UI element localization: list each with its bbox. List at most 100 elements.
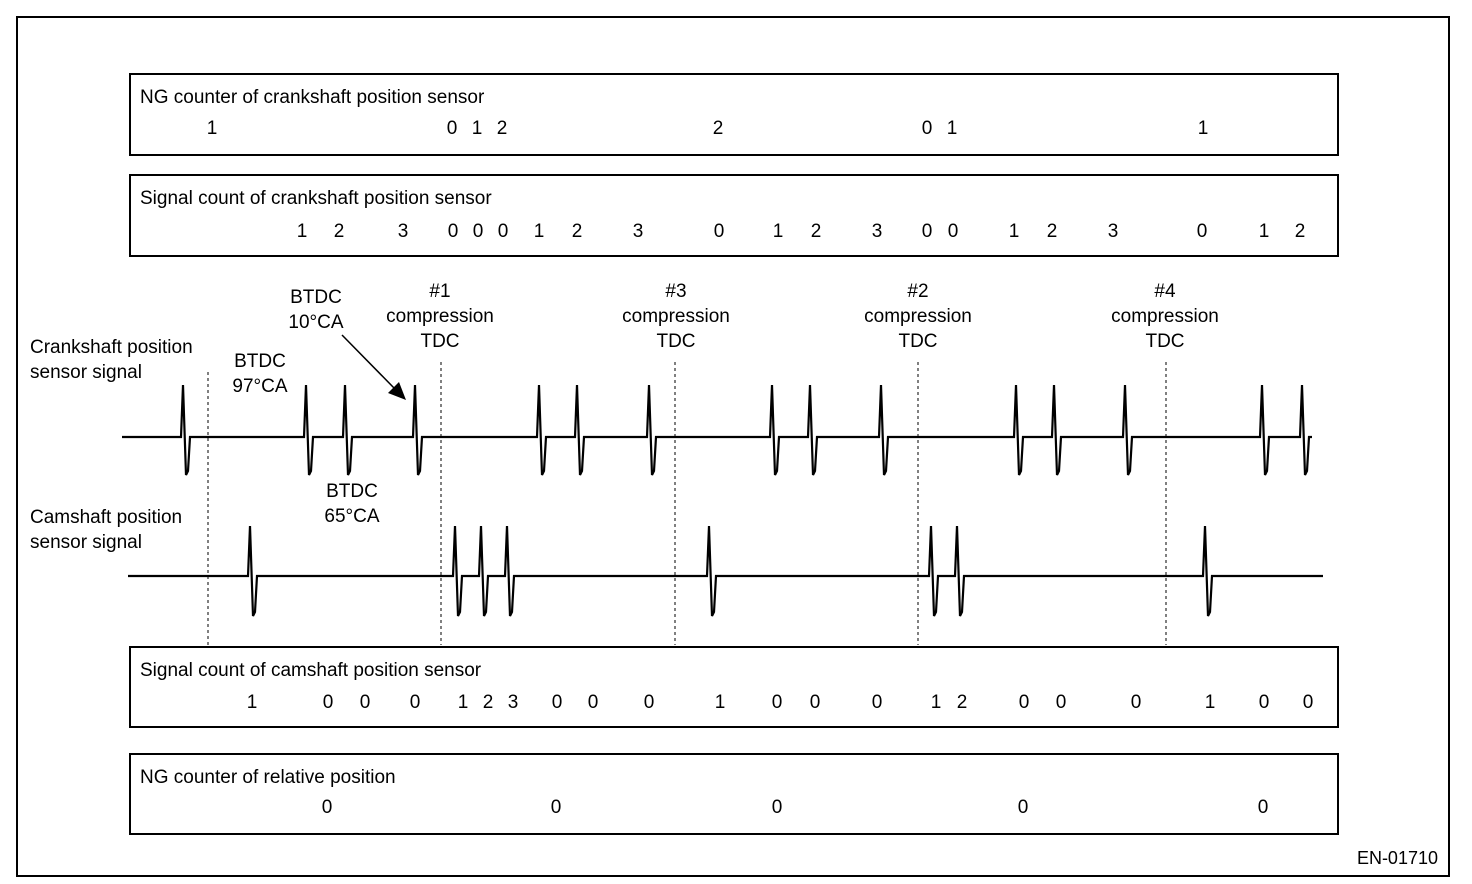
- crank-signal-label-line1: Crankshaft position: [30, 337, 193, 358]
- crank-count-value: 1: [1259, 221, 1270, 242]
- tdc-label-4-line2: compression: [1111, 306, 1219, 327]
- btdc10-label-line1: BTDC: [290, 287, 342, 308]
- tdc-label-2-line2: compression: [864, 306, 972, 327]
- btdc65-label-line2: 65°CA: [324, 506, 379, 527]
- tdc-label-4-line3: TDC: [1145, 331, 1184, 352]
- crank-count-value: 0: [1197, 221, 1208, 242]
- tdc-label-1-line3: TDC: [420, 331, 459, 352]
- reference-lines: [207, 362, 1167, 645]
- crank-count-value: 0: [922, 221, 933, 242]
- tdc-label-1-line2: compression: [386, 306, 494, 327]
- tdc-label-2: #2 compression TDC: [864, 281, 972, 352]
- btdc10-arrow: [341, 334, 406, 400]
- cam-count-value: 1: [931, 692, 942, 713]
- ng-relative-values: 0 0 0 0 0: [322, 797, 1269, 818]
- crank-count-title: Signal count of crankshaft position sens…: [140, 188, 492, 209]
- ng-crank-value: 1: [472, 118, 483, 139]
- crank-signal-waveform: [122, 384, 1312, 476]
- cam-count-panel: [129, 646, 1339, 728]
- btdc65-label-line1: BTDC: [326, 481, 378, 502]
- ng-relative-value: 0: [1018, 797, 1029, 818]
- cam-signal-label-line2: sensor signal: [30, 532, 142, 553]
- ng-crank-value: 0: [922, 118, 933, 139]
- crank-count-value: 3: [633, 221, 644, 242]
- cam-count-value: 0: [644, 692, 655, 713]
- ng-relative-value: 0: [322, 797, 333, 818]
- cam-count-value: 2: [957, 692, 968, 713]
- cam-count-value: 1: [247, 692, 258, 713]
- ng-crank-title: NG counter of crankshaft position sensor: [140, 87, 485, 108]
- ng-crank-value: 2: [497, 118, 508, 139]
- figure-frame: [16, 16, 1450, 877]
- ng-relative-title: NG counter of relative position: [140, 767, 396, 788]
- cam-count-value: 1: [1205, 692, 1216, 713]
- crank-count-value: 0: [448, 221, 459, 242]
- cam-count-value: 0: [1303, 692, 1314, 713]
- crank-count-value: 1: [534, 221, 545, 242]
- ng-crank-value: 0: [447, 118, 458, 139]
- ng-crank-value: 1: [1198, 118, 1209, 139]
- ng-crank-value: 1: [207, 118, 218, 139]
- crank-count-value: 1: [773, 221, 784, 242]
- tdc-label-4: #4 compression TDC: [1111, 281, 1219, 352]
- tdc-label-4-cyl: #4: [1154, 281, 1176, 302]
- crank-count-value: 1: [297, 221, 308, 242]
- cam-count-value: 0: [588, 692, 599, 713]
- cam-count-value: 0: [1131, 692, 1142, 713]
- crank-count-value: 2: [334, 221, 345, 242]
- btdc10-label-line2: 10°CA: [288, 312, 343, 333]
- cam-count-value: 0: [872, 692, 883, 713]
- ng-crank-value: 1: [947, 118, 958, 139]
- crank-count-value: 0: [714, 221, 725, 242]
- cam-count-value: 0: [410, 692, 421, 713]
- crank-count-value: 0: [498, 221, 509, 242]
- crank-count-value: 2: [1295, 221, 1306, 242]
- tdc-label-3-line2: compression: [622, 306, 730, 327]
- crank-count-value: 2: [1047, 221, 1058, 242]
- cam-signal-waveform: [128, 525, 1323, 617]
- crank-count-value: 3: [398, 221, 409, 242]
- crank-count-value: 0: [473, 221, 484, 242]
- crank-signal-label-line2: sensor signal: [30, 362, 142, 383]
- cam-count-value: 0: [810, 692, 821, 713]
- cam-count-value: 1: [715, 692, 726, 713]
- cam-count-value: 0: [1056, 692, 1067, 713]
- crank-count-panel: [129, 174, 1339, 257]
- cam-count-value: 0: [552, 692, 563, 713]
- crank-count-value: 1: [1009, 221, 1020, 242]
- tdc-label-2-line3: TDC: [898, 331, 937, 352]
- tdc-label-3-cyl: #3: [665, 281, 686, 302]
- cam-count-value: 0: [1019, 692, 1030, 713]
- btdc97-label-line1: BTDC: [234, 351, 286, 372]
- ng-crank-value: 2: [713, 118, 724, 139]
- ng-relative-value: 0: [772, 797, 783, 818]
- crank-count-value: 3: [1108, 221, 1119, 242]
- tdc-label-1-cyl: #1: [429, 281, 450, 302]
- cam-count-title: Signal count of camshaft position sensor: [140, 660, 482, 681]
- tdc-label-2-cyl: #2: [907, 281, 928, 302]
- cam-signal-label-line1: Camshaft position: [30, 507, 182, 528]
- cam-count-value: 1: [458, 692, 469, 713]
- btdc97-label-line2: 97°CA: [232, 376, 287, 397]
- cam-count-value: 3: [508, 692, 519, 713]
- crank-count-value: 3: [872, 221, 883, 242]
- tdc-label-3: #3 compression TDC: [622, 281, 730, 352]
- ng-relative-panel: [129, 753, 1339, 835]
- tdc-label-1: #1 compression TDC: [386, 281, 494, 352]
- cam-count-value: 2: [483, 692, 494, 713]
- cam-count-value: 0: [360, 692, 371, 713]
- crank-count-value: 2: [811, 221, 822, 242]
- ng-crank-panel: [129, 73, 1339, 156]
- ng-relative-value: 0: [1258, 797, 1269, 818]
- cam-count-value: 0: [1259, 692, 1270, 713]
- crank-count-value: 2: [572, 221, 583, 242]
- cam-count-value: 0: [772, 692, 783, 713]
- tdc-label-3-line3: TDC: [656, 331, 695, 352]
- cam-count-value: 0: [323, 692, 334, 713]
- figure-code: EN-01710: [1357, 848, 1438, 868]
- crank-count-value: 0: [948, 221, 959, 242]
